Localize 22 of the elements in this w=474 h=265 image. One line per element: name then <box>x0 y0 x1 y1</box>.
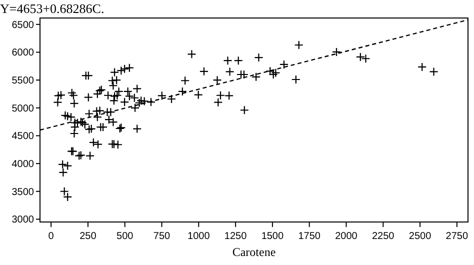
x-tick-label: 750 <box>153 231 171 242</box>
chart-title: Y=4653+0.68286C. <box>0 1 104 16</box>
x-tick-label: 1000 <box>188 231 210 242</box>
x-tick-label: 250 <box>80 231 97 242</box>
y-tick-label: 3000 <box>12 214 34 226</box>
x-axis-title: Carotene <box>232 245 276 259</box>
x-tick-label: 2750 <box>446 231 468 242</box>
y-tick-label: 4500 <box>12 131 34 142</box>
y-tick-label: 5500 <box>12 76 34 87</box>
y-tick-label: 6000 <box>12 48 34 59</box>
x-tick-label: 1500 <box>261 231 284 242</box>
x-tick-label: 0 <box>48 231 54 242</box>
y-tick-label: 5000 <box>12 103 34 114</box>
x-tick-label: 2500 <box>408 231 432 242</box>
x-tick-label: 2000 <box>335 231 358 242</box>
y-tick-label: 4000 <box>12 159 34 170</box>
x-tick-label: 1250 <box>224 231 248 242</box>
x-tick-label: 500 <box>116 231 134 242</box>
y-tick-label: 3500 <box>12 186 34 198</box>
y-tick-label: 6500 <box>12 20 34 31</box>
x-tick-label: 2250 <box>372 231 395 242</box>
x-tick-label: 1750 <box>298 231 321 242</box>
